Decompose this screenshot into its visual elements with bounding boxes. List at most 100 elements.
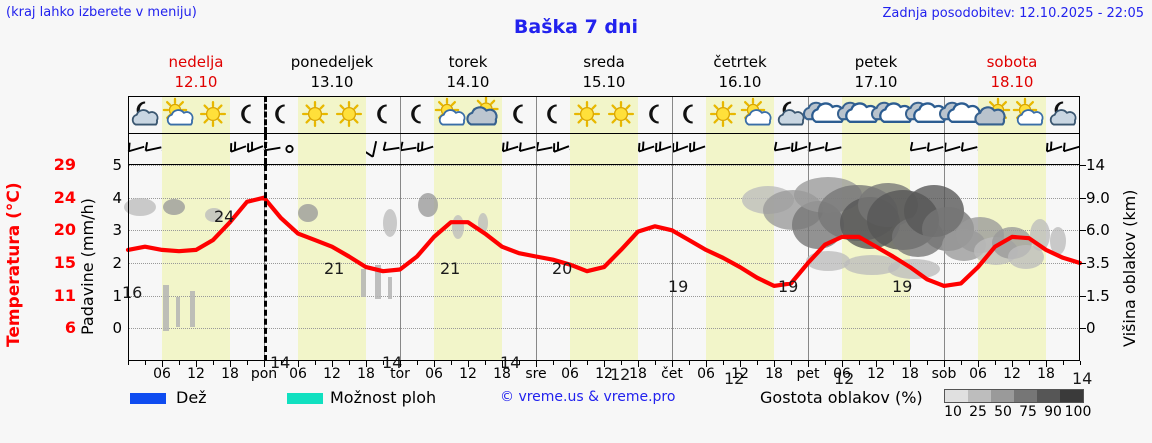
weather-icon-moon xyxy=(230,98,264,132)
weather-icon-moon-cloud xyxy=(128,98,162,132)
temperature-tick: 15 xyxy=(53,253,76,272)
weather-icon-moon xyxy=(536,98,570,132)
current-time-marker xyxy=(264,165,267,361)
time-minor-tick xyxy=(910,361,911,365)
cloud-height-tickmark xyxy=(1080,295,1086,297)
time-label: 12 xyxy=(595,366,613,382)
temp-min-label: 12 xyxy=(724,369,745,388)
day-date: 14.10 xyxy=(446,73,490,91)
weather-icon-moon xyxy=(638,98,672,132)
time-label: 12 xyxy=(187,366,205,382)
time-minor-tick xyxy=(468,361,469,365)
precipitation-axis-title: Padavine (mm/h) xyxy=(78,198,97,336)
weather-icon-sun-cloud xyxy=(434,97,468,132)
gridline xyxy=(128,230,1080,231)
time-minor-tick xyxy=(689,361,690,365)
day-date: 12.10 xyxy=(174,73,218,91)
cloud-height-tick: 6.0 xyxy=(1086,221,1110,240)
time-label: 12 xyxy=(731,366,749,382)
weather-icon-sun-cloud xyxy=(1012,97,1046,132)
time-minor-tick xyxy=(1029,361,1030,365)
day-header-petek: petek 17.10 xyxy=(808,52,944,94)
weather-icon-row xyxy=(128,96,1080,134)
temperature-curve xyxy=(125,195,1083,288)
temp-min-label: 12 xyxy=(610,365,631,384)
daylight-band xyxy=(434,134,502,164)
weather-icon-sun xyxy=(706,98,740,132)
showers-legend-label: Možnost ploh xyxy=(330,388,437,407)
time-axis: 06 12 18 pon 06 12 18 tor 06 12 18 sre 06 12 18 čet 06 12… xyxy=(128,361,1081,383)
cloud-density-swatch-90 xyxy=(1037,390,1060,402)
time-label: 06 xyxy=(425,366,443,382)
day-separator xyxy=(400,96,401,133)
time-label: 18 xyxy=(493,366,511,382)
weather-icon-cloud xyxy=(836,98,879,132)
location-menu-note: (kraj lahko izberete v meniju) xyxy=(6,5,197,20)
time-minor-tick xyxy=(145,361,146,365)
temperature-tick: 24 xyxy=(53,187,76,207)
day-header-row: nedelja 12.10 ponedeljek 13.10 torek 14.10 sre… xyxy=(128,52,1080,94)
cloud-height-tick: 9.0 xyxy=(1086,188,1110,207)
cloud-density-tick: 100 xyxy=(1064,404,1092,420)
temp-max-label: 19 xyxy=(892,277,913,296)
time-minor-tick xyxy=(791,361,792,365)
legend-row: Dež Možnost ploh © vreme.us & vreme.pro … xyxy=(0,388,1152,434)
time-minor-tick xyxy=(740,361,741,365)
weather-icon-sun xyxy=(298,98,332,132)
day-date: 16.10 xyxy=(718,73,762,91)
time-minor-tick xyxy=(1046,361,1047,365)
cloud-height-tick: 1.5 xyxy=(1086,286,1110,305)
time-minor-tick xyxy=(434,361,435,365)
time-minor-tick xyxy=(332,361,333,365)
weather-icon-sun-cloud2 xyxy=(466,96,502,132)
day-separator xyxy=(400,134,401,164)
cloud-density-blob xyxy=(124,198,156,216)
temperature-tick: 20 xyxy=(53,220,76,240)
cloud-density-blob xyxy=(1008,245,1044,269)
temp-min-label: 14 xyxy=(500,353,521,372)
current-time-marker xyxy=(264,134,267,164)
time-minor-tick xyxy=(536,361,537,365)
precipitation-tick: 5 xyxy=(112,156,122,174)
precip-bar xyxy=(163,285,169,331)
time-minor-tick xyxy=(961,361,962,365)
weather-icon-cloud xyxy=(938,98,981,132)
temp-max-label: 20 xyxy=(552,259,573,278)
temp-max-label: 24 xyxy=(214,207,235,226)
time-minor-tick xyxy=(604,361,605,365)
gridline xyxy=(128,198,1080,199)
day-name: četrtek xyxy=(713,53,767,71)
weather-icon-sun xyxy=(570,98,604,132)
copyright-link[interactable]: © vreme.us & vreme.pro xyxy=(500,389,676,405)
time-minor-tick xyxy=(196,361,197,365)
temp-min-label: 14 xyxy=(382,353,403,372)
weather-icon-moon-cloud xyxy=(1046,98,1080,132)
day-name: ponedeljek xyxy=(290,53,374,71)
cloud-density-swatch-100 xyxy=(1060,390,1083,402)
daylight-band xyxy=(298,134,366,164)
cloud-density-blob xyxy=(163,199,185,215)
day-date: 17.10 xyxy=(854,73,898,91)
temperature-tick: 6 xyxy=(64,318,76,338)
cloud-density-legend-title: Gostota oblakov (%) xyxy=(760,388,923,407)
day-header-sobota: sobota 18.10 xyxy=(944,52,1080,94)
weather-icon-moon xyxy=(264,98,298,132)
temperature-tick: 11 xyxy=(53,285,76,305)
gridline xyxy=(128,263,1080,264)
graph-canvas xyxy=(124,177,1083,331)
precipitation-tick: 4 xyxy=(112,188,122,207)
temp-min-label: 14 xyxy=(1072,369,1093,388)
weather-icon-moon xyxy=(366,98,400,132)
time-minor-tick xyxy=(383,361,384,365)
precip-bar xyxy=(190,291,195,327)
cloud-density-blob xyxy=(478,213,488,233)
weather-icon-cloud-sun xyxy=(974,97,1012,132)
time-minor-tick xyxy=(944,361,945,365)
time-minor-tick xyxy=(876,361,877,365)
daylight-band xyxy=(842,134,910,164)
day-name: sobota xyxy=(986,53,1038,71)
time-minor-tick xyxy=(247,361,248,365)
cloud-density-tick: 90 xyxy=(1044,404,1062,420)
time-minor-tick xyxy=(723,361,724,365)
page-title: Baška 7 dni xyxy=(513,16,639,38)
